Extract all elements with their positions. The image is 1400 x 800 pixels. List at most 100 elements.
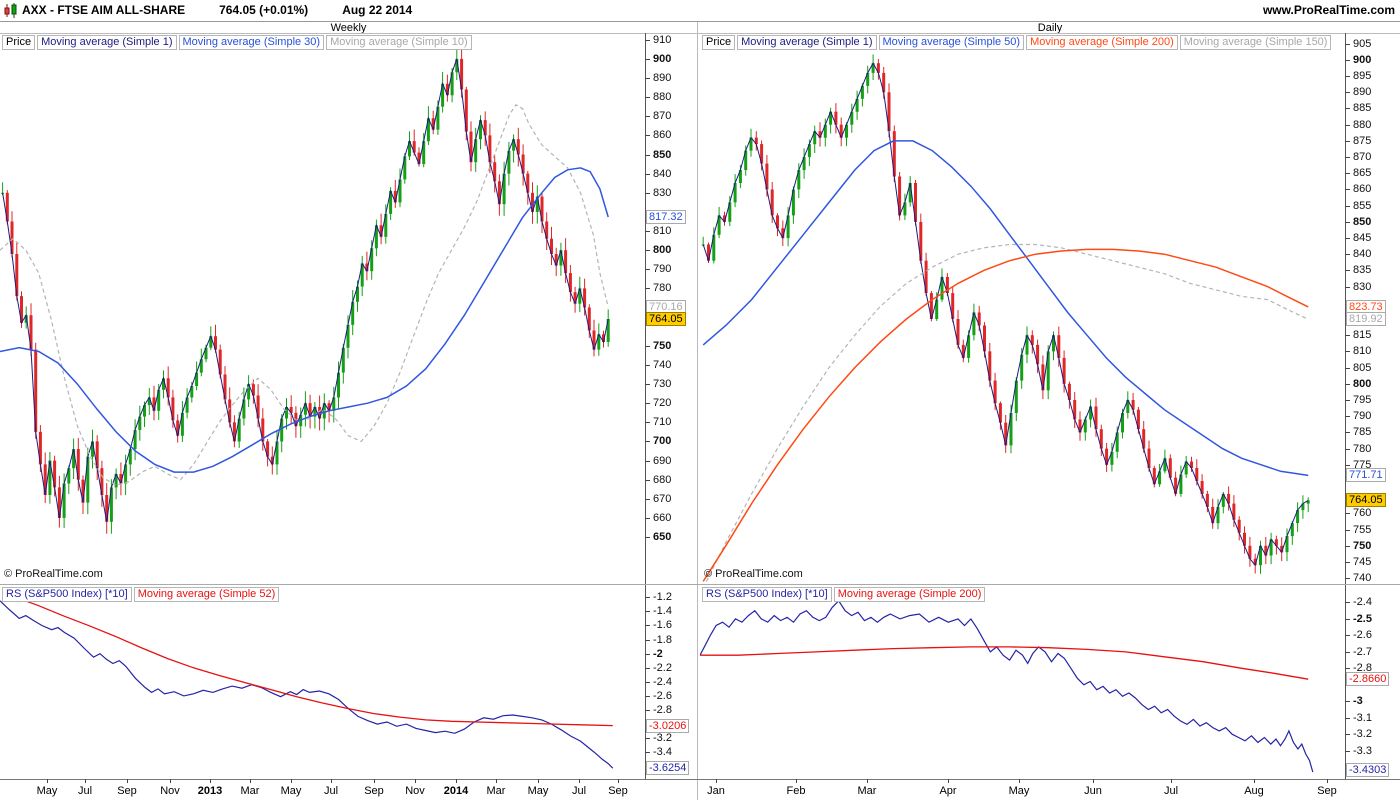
x-tick-mark (415, 779, 416, 783)
legend-item-moving-average-simple-50-[interactable]: Moving average (Simple 50) (878, 35, 1025, 50)
price-label-36254: -3.6254 (646, 761, 690, 775)
y-tick-mark (1345, 668, 1350, 669)
y-tick-label: 835 (1353, 264, 1372, 276)
x-tick-mark (291, 779, 292, 783)
y-tick-label: -1.4 (653, 605, 672, 617)
y-tick-label: 855 (1353, 200, 1372, 212)
legend-item-rs-s-p500-index-10-[interactable]: RS (S&P500 Index) [*10] (2, 587, 132, 602)
x-axis-label-2014: 2014 (443, 785, 469, 797)
pane-weekly_rs[interactable] (0, 594, 614, 769)
series-rs-s-p500-index-10- (700, 599, 1314, 773)
y-tick-label: -2.6 (1353, 629, 1372, 641)
y-tick-mark (645, 668, 650, 669)
y-tick-label: 900 (1353, 54, 1372, 66)
copyright-weekly: © ProRealTime.com (4, 568, 103, 580)
x-tick-mark (1327, 779, 1328, 783)
y-tick-label: -2.5 (1353, 613, 1372, 625)
x-axis-label-jul: Jul (571, 785, 587, 797)
legend-item-moving-average-simple-1-[interactable]: Moving average (Simple 1) (737, 35, 877, 50)
pane-weekly_price[interactable] (0, 47, 610, 534)
x-axis-label-may: May (36, 785, 58, 797)
x-tick-mark (374, 779, 375, 783)
y-tick-label: 815 (1353, 329, 1372, 341)
y-tick-label: 880 (653, 91, 672, 103)
y-tick-label: 740 (1353, 572, 1372, 584)
legend-item-moving-average-simple-52-[interactable]: Moving average (Simple 52) (133, 587, 280, 602)
y-tick-label: 650 (653, 531, 672, 543)
y-tick-mark (645, 640, 650, 641)
y-tick-mark (645, 40, 650, 41)
y-tick-mark (1345, 157, 1350, 158)
close-price-line (2, 58, 609, 522)
x-axis-line (0, 779, 1400, 780)
x-axis-label-may: May (527, 785, 549, 797)
y-tick-label: 850 (653, 149, 672, 161)
legend-item-moving-average-simple-200-[interactable]: Moving average (Simple 200) (1026, 35, 1178, 50)
x-tick-mark (210, 779, 211, 783)
y-tick-mark (645, 346, 650, 347)
y-tick-mark (1345, 222, 1350, 223)
legend-item-moving-average-simple-200-[interactable]: Moving average (Simple 200) (833, 587, 986, 602)
y-tick-mark (1345, 76, 1350, 77)
legend-item-moving-average-simple-30-[interactable]: Moving average (Simple 30) (178, 35, 325, 50)
y-tick-label: -3.2 (653, 732, 672, 744)
legend-item-moving-average-simple-10-[interactable]: Moving average (Simple 10) (326, 35, 472, 50)
legend-item-moving-average-simple-1-[interactable]: Moving average (Simple 1) (37, 35, 177, 50)
x-axis-label-sep: Sep (1317, 785, 1337, 797)
y-tick-label: 780 (653, 282, 672, 294)
y-tick-label: 740 (653, 359, 672, 371)
y-tick-mark (1345, 287, 1350, 288)
y-tick-mark (1345, 335, 1350, 336)
y-tick-mark (1345, 751, 1350, 752)
y-tick-mark (1345, 60, 1350, 61)
legend-item-price[interactable]: Price (2, 35, 36, 50)
y-tick-label: 800 (653, 244, 672, 256)
y-tick-mark (645, 710, 650, 711)
legend-item-rs-s-p500-index-10-[interactable]: RS (S&P500 Index) [*10] (702, 587, 832, 602)
series-moving-average-simple-10- (0, 103, 609, 487)
x-tick-mark (1019, 779, 1020, 783)
x-tick-mark (456, 779, 457, 783)
column-divider (697, 22, 698, 800)
y-tick-label: 885 (1353, 102, 1372, 114)
y-tick-mark (645, 611, 650, 612)
legend-item-price[interactable]: Price (702, 35, 736, 50)
y-tick-label: -2.7 (1353, 646, 1372, 658)
y-tick-label: -2 (653, 648, 663, 660)
pane-daily_price[interactable] (701, 54, 1310, 588)
y-tick-mark (645, 738, 650, 739)
x-axis-label-jul: Jul (77, 785, 93, 797)
y-tick-mark (1345, 734, 1350, 735)
price-label-34303: -3.4303 (1346, 763, 1390, 777)
y-tick-mark (1345, 270, 1350, 271)
y-tick-label: -1.6 (653, 619, 672, 631)
y-tick-label: 870 (1353, 151, 1372, 163)
y-tick-mark (1345, 718, 1350, 719)
price-label-30206: -3.0206 (646, 719, 690, 733)
y-tick-label: 780 (1353, 443, 1372, 455)
pane-daily_rs[interactable] (700, 599, 1314, 773)
y-tick-label: 900 (653, 53, 672, 65)
price-label-28660: -2.8660 (1346, 672, 1390, 686)
y-tick-mark (1345, 513, 1350, 514)
x-tick-mark (47, 779, 48, 783)
x-axis-label-sep: Sep (608, 785, 628, 797)
y-tick-label: 880 (1353, 119, 1372, 131)
legend-item-moving-average-simple-150-[interactable]: Moving average (Simple 150) (1179, 35, 1332, 50)
y-tick-label: -3.4 (653, 746, 672, 758)
y-tick-label: 790 (1353, 410, 1372, 422)
y-tick-label: 750 (1353, 540, 1372, 552)
y-tick-label: 810 (653, 225, 672, 237)
price-label-76405: 764.05 (646, 312, 686, 326)
y-tick-label: 890 (1353, 86, 1372, 98)
x-axis-label-nov: Nov (405, 785, 425, 797)
x-tick-mark (331, 779, 332, 783)
x-axis-label-jun: Jun (1084, 785, 1102, 797)
y-tick-mark (645, 597, 650, 598)
y-tick-label: 710 (653, 416, 672, 428)
x-tick-mark (716, 779, 717, 783)
quote-date: Aug 22 2014 (342, 3, 413, 17)
y-tick-label: 860 (653, 129, 672, 141)
y-tick-mark (1345, 530, 1350, 531)
